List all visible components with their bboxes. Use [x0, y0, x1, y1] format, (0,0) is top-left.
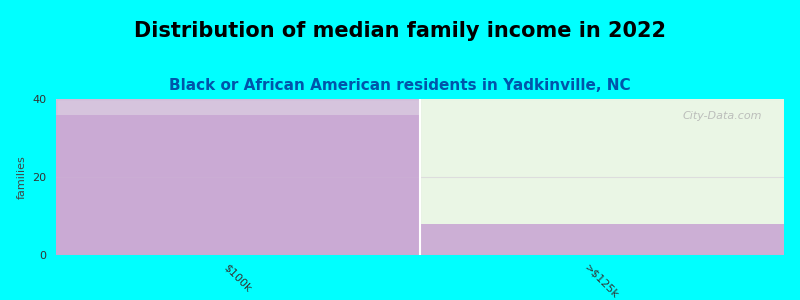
- Bar: [420, 224, 784, 255]
- Y-axis label: families: families: [17, 155, 26, 199]
- Bar: [56, 99, 420, 255]
- Text: Distribution of median family income in 2022: Distribution of median family income in …: [134, 21, 666, 41]
- Text: City-Data.com: City-Data.com: [682, 112, 762, 122]
- Bar: [56, 115, 420, 255]
- Text: Black or African American residents in Yadkinville, NC: Black or African American residents in Y…: [169, 78, 631, 93]
- Bar: [420, 99, 784, 255]
